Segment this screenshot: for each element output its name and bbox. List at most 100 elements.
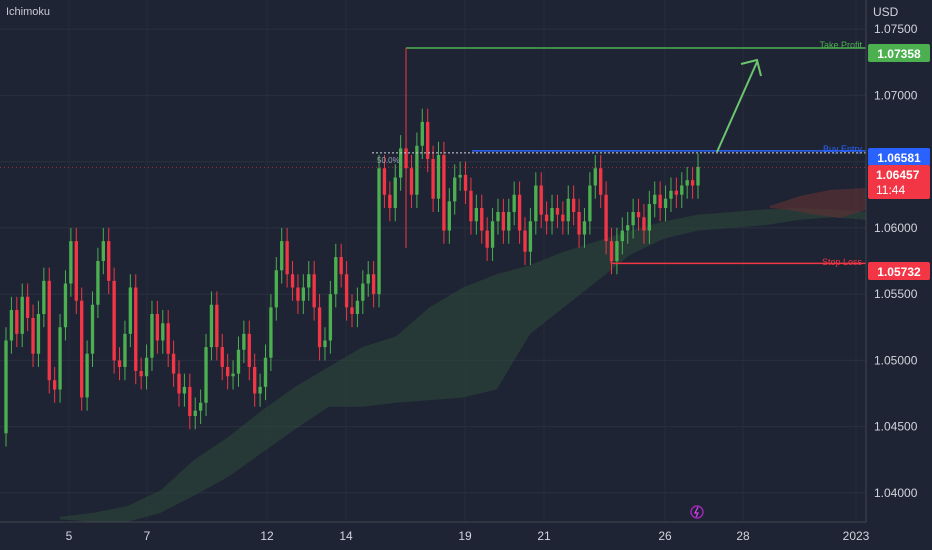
candle-body	[4, 340, 8, 434]
candle-body	[371, 274, 376, 295]
candle-body	[517, 194, 522, 231]
candle-body	[280, 241, 284, 271]
y-tick-label: 1.05000	[874, 353, 918, 367]
candle-body	[599, 168, 603, 195]
candle-body	[442, 155, 446, 231]
candle-body	[658, 194, 662, 209]
candle-body	[312, 274, 316, 308]
ichimoku-cloud	[60, 188, 866, 523]
time-axis[interactable]: 5 7 12 14 19 21 26 28 2023	[66, 529, 870, 543]
candle-body	[301, 287, 306, 301]
candle-body	[550, 208, 554, 222]
candle-body	[328, 294, 333, 341]
candle-body	[107, 241, 111, 281]
candle-body	[134, 287, 138, 371]
candle-body	[209, 304, 214, 348]
candle-body	[453, 177, 457, 202]
candle-body	[36, 313, 41, 354]
candle-body	[150, 313, 154, 358]
candle-body	[647, 204, 652, 231]
y-tick-label: 1.05500	[874, 287, 918, 301]
ichimoku-cloud-area	[60, 208, 866, 523]
candle-body	[193, 410, 197, 417]
candle-body	[15, 310, 19, 334]
take-profit-label: Take Profit	[819, 40, 862, 50]
candle-body	[85, 353, 89, 398]
buy-entry-label: Buy Entry	[823, 144, 863, 154]
time-axis-background	[0, 522, 932, 550]
candle-body	[501, 211, 506, 231]
candle-body	[58, 327, 62, 390]
x-tick-label: 28	[736, 529, 750, 543]
candle-body	[161, 323, 165, 341]
candle-body	[490, 221, 495, 248]
candle-body	[431, 158, 435, 199]
price-axis-background	[866, 0, 932, 522]
candle-body	[247, 333, 251, 367]
candle-body	[480, 208, 484, 231]
candles	[4, 108, 700, 447]
candle-body	[626, 225, 630, 231]
candle-body	[74, 241, 78, 301]
lightning-event-icon[interactable]	[690, 505, 704, 519]
buy-entry-badge: 1.06581	[868, 148, 930, 166]
candle-body	[339, 257, 343, 275]
buy-entry-price: 1.06581	[877, 151, 921, 165]
fib-level-label: 50.0%	[377, 156, 400, 165]
candle-body	[561, 214, 565, 222]
candle-body	[274, 270, 278, 308]
candle-body	[63, 283, 68, 328]
candle-body	[523, 230, 527, 252]
indicator-label[interactable]: Ichimoku	[6, 6, 51, 18]
candle-body	[436, 155, 441, 199]
candle-body	[604, 194, 608, 242]
candle-body	[112, 280, 116, 361]
candle-body	[642, 217, 646, 231]
currency-label: USD	[873, 5, 899, 19]
candle-body	[388, 194, 392, 209]
candle-body	[669, 190, 673, 199]
candle-body	[334, 257, 338, 295]
target-arrow-shaft	[716, 61, 758, 153]
candle-body	[307, 274, 311, 288]
candle-body	[177, 373, 181, 394]
candle-body	[253, 366, 257, 394]
candle-body	[144, 357, 149, 377]
y-tick-label: 1.04000	[874, 486, 918, 500]
candle-body	[496, 211, 500, 222]
candle-body	[577, 211, 581, 235]
candle-body	[52, 380, 57, 390]
ichimoku-cloud-bear-area	[770, 188, 866, 218]
candle-body	[344, 274, 349, 308]
x-tick-label: 19	[458, 529, 472, 543]
take-profit-price: 1.07358	[877, 47, 921, 61]
candle-body	[215, 304, 219, 348]
candle-body	[571, 198, 576, 212]
candle-body	[409, 168, 414, 195]
candle-body	[690, 180, 695, 186]
candle-body	[231, 373, 235, 377]
candle-body	[507, 211, 511, 231]
candle-body	[225, 366, 230, 377]
candle-body	[469, 190, 473, 222]
candle-body	[631, 211, 635, 226]
candle-body	[204, 347, 208, 403]
candle-body	[155, 313, 160, 341]
candle-body	[555, 208, 560, 215]
y-tick-label: 1.04500	[874, 420, 918, 434]
candle-body	[636, 211, 641, 218]
candle-body	[485, 230, 489, 248]
y-tick-label: 1.06000	[874, 221, 918, 235]
candle-body	[80, 300, 84, 398]
candle-body	[680, 185, 684, 195]
candle-body	[528, 221, 533, 252]
candle-body	[31, 317, 35, 354]
candle-body	[512, 194, 516, 212]
candle-body	[123, 333, 127, 367]
candle-body	[350, 307, 354, 314]
target-arrow-head	[740, 58, 762, 77]
x-tick-label: 21	[537, 529, 551, 543]
